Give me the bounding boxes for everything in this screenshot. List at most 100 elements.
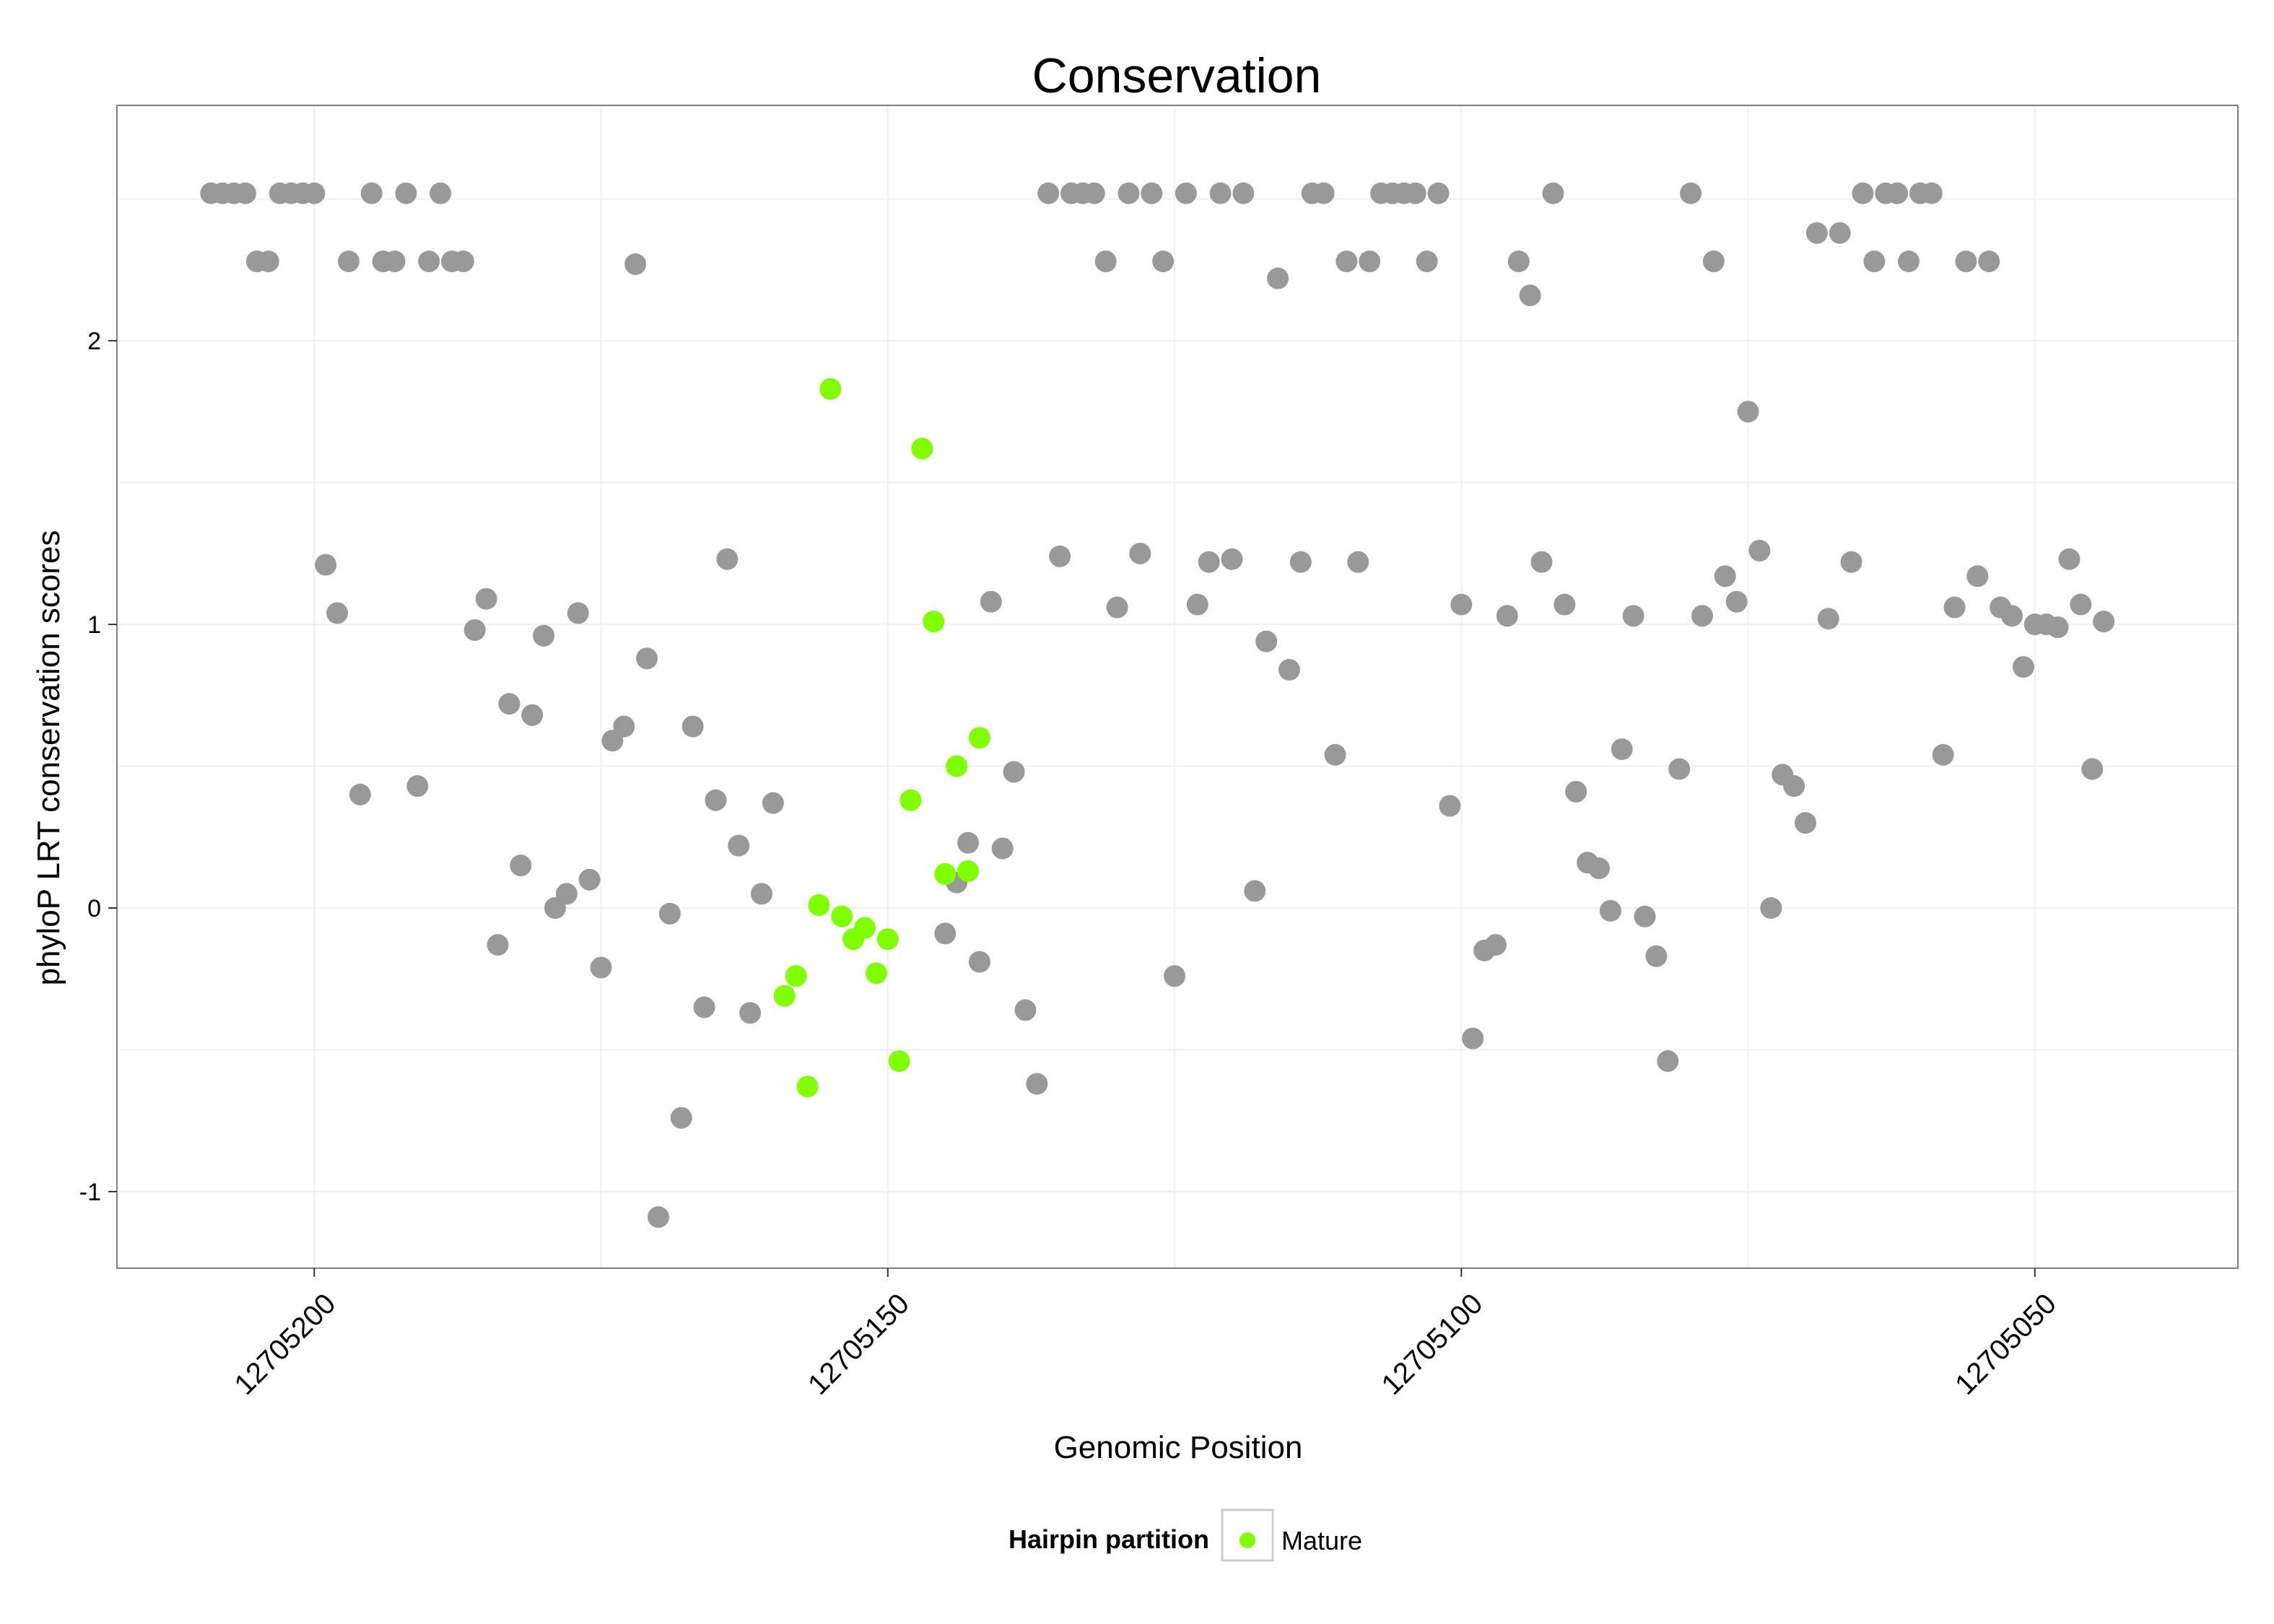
- point-other: [1622, 605, 1644, 627]
- point-other: [1129, 542, 1151, 564]
- legend-key-mature-dot: [1240, 1532, 1255, 1548]
- point-other: [750, 883, 772, 905]
- point-other: [1554, 593, 1576, 616]
- point-other: [1496, 605, 1518, 627]
- point-other: [1691, 605, 1713, 627]
- point-other: [1817, 608, 1839, 630]
- x-axis-title: Genomic Position: [1054, 1430, 1303, 1465]
- point-other: [1014, 999, 1037, 1021]
- point-other: [1920, 182, 1943, 204]
- point-other: [360, 182, 383, 204]
- point-mature: [946, 755, 968, 777]
- point-other: [681, 715, 704, 738]
- point-other: [326, 602, 349, 624]
- point-other: [739, 1002, 762, 1024]
- point-mature: [808, 894, 830, 917]
- point-other: [1794, 812, 1816, 834]
- legend-label-mature: Mature: [1281, 1526, 1362, 1555]
- point-other: [705, 789, 727, 811]
- point-other: [2012, 655, 2034, 678]
- point-other: [1324, 743, 1346, 766]
- point-other: [430, 182, 452, 204]
- data-points: [200, 182, 2115, 1228]
- point-mature: [785, 965, 807, 987]
- point-other: [1599, 899, 1621, 922]
- point-other: [349, 783, 371, 806]
- point-other: [624, 253, 647, 276]
- point-mature: [819, 377, 842, 400]
- point-other: [257, 250, 279, 273]
- point-other: [337, 250, 360, 273]
- point-other: [716, 548, 739, 570]
- point-other: [1840, 551, 1863, 573]
- point-other: [2093, 611, 2115, 633]
- point-other: [1725, 590, 1748, 613]
- point-mature: [876, 928, 899, 951]
- point-other: [1634, 905, 1656, 927]
- point-other: [1805, 222, 1828, 244]
- point-other: [1519, 284, 1541, 307]
- point-other: [1943, 596, 1966, 619]
- point-other: [1484, 934, 1507, 956]
- point-other: [533, 624, 555, 647]
- point-other: [1244, 880, 1266, 902]
- point-other: [1312, 182, 1335, 204]
- point-other: [1416, 250, 1438, 273]
- point-other: [1748, 539, 1771, 562]
- point-other: [1083, 182, 1105, 204]
- point-mature: [957, 860, 980, 882]
- point-other: [636, 647, 658, 670]
- point-other: [521, 704, 544, 726]
- y-tick-label: 0: [87, 895, 101, 922]
- point-other: [475, 588, 497, 610]
- point-other: [980, 590, 1002, 613]
- point-other: [1886, 182, 1909, 204]
- point-other: [693, 996, 715, 1018]
- point-other: [578, 868, 601, 891]
- point-other: [1530, 551, 1553, 573]
- point-other: [968, 951, 990, 973]
- point-other: [1152, 250, 1175, 273]
- point-other: [1565, 780, 1587, 803]
- point-other: [1439, 795, 1461, 817]
- point-other: [934, 922, 957, 945]
- point-other: [1267, 267, 1289, 289]
- point-other: [613, 715, 635, 738]
- point-other: [762, 792, 784, 814]
- point-other: [1427, 182, 1450, 204]
- point-other: [555, 883, 578, 905]
- point-other: [418, 250, 440, 273]
- point-other: [1026, 1073, 1048, 1095]
- point-other: [383, 250, 406, 273]
- point-mature: [923, 611, 945, 633]
- point-other: [234, 182, 256, 204]
- point-other: [1680, 182, 1702, 204]
- point-other: [452, 250, 474, 273]
- point-other: [463, 619, 486, 641]
- point-other: [1094, 250, 1117, 273]
- point-other: [670, 1106, 692, 1129]
- point-mature: [854, 917, 876, 939]
- point-other: [1955, 250, 1977, 273]
- point-other: [1164, 965, 1186, 987]
- point-other: [1106, 596, 1128, 619]
- point-other: [1347, 551, 1369, 573]
- point-other: [991, 837, 1014, 860]
- grid-lines: [117, 105, 2238, 1268]
- point-other: [567, 602, 589, 624]
- point-mature: [865, 962, 887, 985]
- point-other: [1897, 250, 1920, 273]
- point-other: [1863, 250, 1886, 273]
- point-other: [1668, 758, 1691, 780]
- y-tick-label: 2: [87, 328, 101, 355]
- point-other: [1852, 182, 1874, 204]
- point-other: [1141, 182, 1163, 204]
- point-other: [510, 855, 532, 877]
- y-axis-title: phyloP LRT conservation scores: [31, 530, 66, 985]
- point-other: [1209, 182, 1232, 204]
- point-other: [1829, 222, 1851, 244]
- point-other: [647, 1206, 669, 1228]
- point-other: [1232, 182, 1255, 204]
- chart-title: Conservation: [1032, 48, 1322, 103]
